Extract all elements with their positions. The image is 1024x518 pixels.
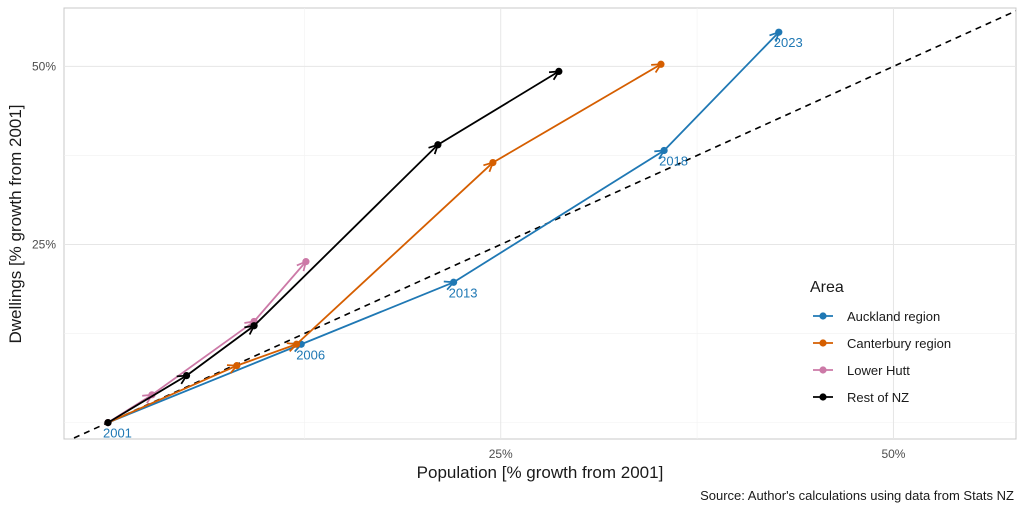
series-segment [107,376,187,424]
data-point [657,60,665,68]
series-segment [300,282,453,346]
grid [64,8,1016,439]
legend-key-point [819,339,827,347]
point-label: 2001 [103,426,132,441]
legend-item: Auckland region [813,309,940,324]
point-labels: 2001 2006 2013 2018 2023 [103,35,803,440]
reference-line-group [69,10,1016,439]
series-segment [453,150,665,284]
series-canterbury-region [104,60,665,427]
data-point [489,158,497,167]
series-segment [107,366,237,424]
point-label: 2018 [659,153,688,168]
series-segment [186,326,255,377]
x-tick-label: 25% [489,447,513,461]
data-point [775,28,783,36]
legend-item: Lower Hutt [813,363,910,378]
caption: Source: Author's calculations using data… [700,488,1014,503]
y-axis-title: Dwellings [% growth from 2001] [6,104,25,343]
series-segment [107,344,301,424]
series-group [104,28,783,427]
data-point [182,371,191,380]
series-segment [253,145,438,327]
series-segment [151,321,254,396]
data-point [449,278,458,286]
x-tick-label: 50% [881,447,905,461]
data-point [233,362,241,370]
series-rest-of-nz [104,67,563,427]
data-point [555,67,563,76]
legend-label: Lower Hutt [847,363,910,378]
data-point [250,322,258,330]
plot-panel [63,7,1017,440]
series-segment [492,64,661,164]
reference-line [69,10,1016,439]
series-segment [236,344,297,367]
series-segment [437,71,559,146]
legend-title: Area [810,279,844,296]
legend: Area Auckland region Canterbury region Low… [810,279,951,405]
data-point [292,340,301,348]
y-tick-label: 25% [32,238,56,252]
series-auckland-region [104,28,783,427]
series-segment [663,32,779,152]
x-axis-title: Population [% growth from 2001] [417,463,664,482]
point-label: 2006 [296,347,325,362]
series-segment [295,163,493,345]
y-tick-label: 50% [32,59,56,73]
series-segment [253,262,306,323]
legend-key-point [819,393,827,401]
data-point [104,419,112,427]
data-point [302,258,310,266]
point-label: 2023 [774,35,803,50]
legend-label: Canterbury region [847,336,951,351]
axes: 25% 50% 25% 50% [32,59,906,461]
point-label: 2013 [449,285,478,300]
legend-item: Rest of NZ [813,390,909,405]
legend-key-point [819,366,827,374]
legend-item: Canterbury region [813,336,951,351]
legend-label: Rest of NZ [847,390,909,405]
data-point [660,146,668,155]
legend-label: Auckland region [847,309,940,324]
data-point [434,141,442,149]
legend-key-point [819,312,827,320]
